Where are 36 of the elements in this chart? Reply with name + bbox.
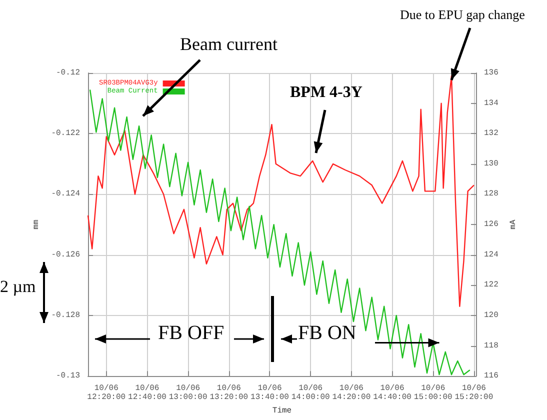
x-tick-label: 10/06 14:40:00 [373,384,412,402]
y-tick-label: -0.124 [51,190,80,199]
y2-tick-label: 130 [484,159,499,168]
text: 2 µm [0,277,36,297]
x-tick-label: 10/06 14:00:00 [291,384,330,402]
y2-tick-label: 132 [484,129,499,138]
y2-tick-label: 120 [484,310,499,320]
x-axis-title: Time [272,406,292,416]
x-tick-label: 10/06 13:00:00 [168,384,208,402]
y-tick-label: -0.126 [51,250,80,260]
x-tick-label: 10/06 12:20:00 [87,384,126,402]
y2-tick-label: 136 [484,68,499,78]
y2-tick-label: 116 [484,372,499,381]
x-tick-label: 10/06 13:20:00 [210,384,248,402]
y2-tick-label: 134 [484,98,499,108]
y2-tick-label: 118 [484,341,499,350]
x-tick-label: 10/06 13:40:00 [250,384,290,402]
y2-tick-label: 124 [484,250,499,260]
text: Beam current [180,34,278,55]
y2-tick-label: 126 [484,220,499,230]
annotation: Due to EPU gap change [400,7,525,23]
y-tick-label: -0.12 [56,68,80,78]
x-tick-label: 10/06 14:20:00 [332,384,371,402]
x-tick-label: 10/06 15:00:00 [414,384,453,402]
x-tick-label: 10/06 15:20:00 [454,384,494,402]
y2-tick-label: 122 [484,280,499,290]
x-tick-label: 10/06 12:40:00 [128,384,167,402]
y-tick-label: -0.128 [51,310,80,320]
annotation: FB ON [298,322,356,345]
y2-tick-label: 128 [484,190,499,199]
y2-axis-title: mA [508,220,518,230]
annotation: FB OFF [158,322,224,345]
y-tick-label: -0.13 [56,372,80,381]
y-axis-title: mm [32,220,41,230]
y-tick-label: -0.122 [51,129,80,138]
annotation: BPM 4-3Y [290,84,362,102]
